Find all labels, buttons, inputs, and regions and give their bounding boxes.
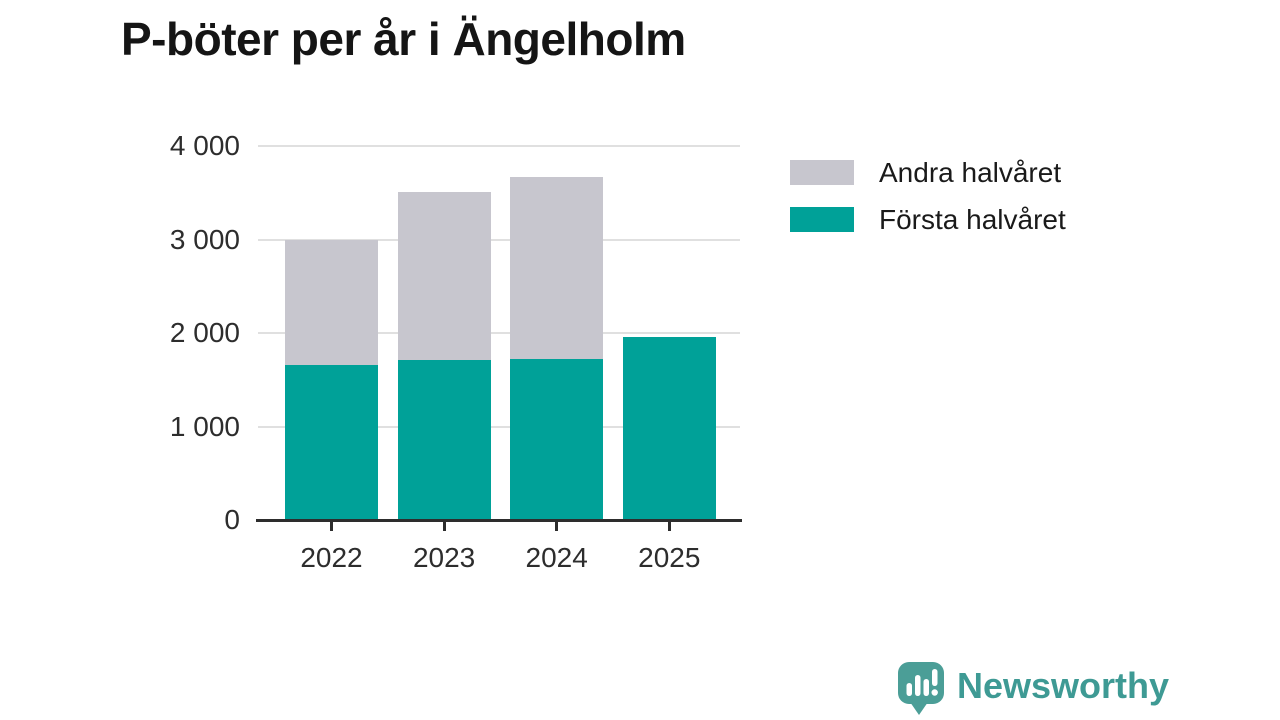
- y-tick-label: 4 000: [169, 130, 240, 161]
- gridline-1000: [258, 425, 740, 428]
- bar-segment-f-rsta-halv-ret-2023: [397, 359, 491, 520]
- legend-swatch-andra-halvaret: [790, 160, 854, 185]
- chart-title: P-böter per år i Ängelholm: [121, 13, 686, 65]
- gridline-3000: [258, 238, 740, 241]
- bar-segment-f-rsta-halv-ret-2025: [622, 336, 716, 520]
- x-tick-2022: [330, 522, 333, 531]
- gridline-4000: [258, 145, 740, 147]
- x-tick-label-2024: 2024: [525, 542, 588, 573]
- y-tick-label: 0: [224, 504, 240, 535]
- x-tick-label-2023: 2023: [412, 542, 476, 573]
- bar-chart-speech-bubble-icon: [898, 662, 944, 715]
- y-tick-label: 2 000: [169, 317, 240, 348]
- newsworthy-wordmark: Newsworthy: [957, 665, 1170, 706]
- bar-segment-andra-halv-ret-2023: [397, 192, 491, 360]
- y-tick-label: 3 000: [169, 223, 240, 255]
- y-tick-label: 1 000: [169, 410, 240, 442]
- x-axis-line: [256, 519, 742, 522]
- bar-segment-andra-halv-ret-2024: [510, 176, 604, 359]
- x-tick-label-2025: 2025: [638, 542, 701, 573]
- bar-segment-f-rsta-halv-ret-2022: [285, 364, 378, 520]
- x-tick-2025: [667, 522, 671, 531]
- gridline-2000: [258, 332, 740, 334]
- x-tick-2023: [442, 522, 446, 531]
- legend-label-andra-halvaret: Andra halvåret: [879, 157, 1062, 188]
- legend-swatch-forsta-halvaret: [790, 207, 854, 232]
- bar-segment-andra-halv-ret-2022: [285, 239, 378, 365]
- x-tick-2024: [555, 522, 559, 531]
- newsworthy-branding: Newsworthy: [896, 660, 1169, 717]
- bar-segment-f-rsta-halv-ret-2024: [510, 358, 604, 520]
- legend-label-forsta-halvaret: Första halvåret: [879, 204, 1066, 235]
- x-tick-label-2022: 2022: [300, 542, 363, 573]
